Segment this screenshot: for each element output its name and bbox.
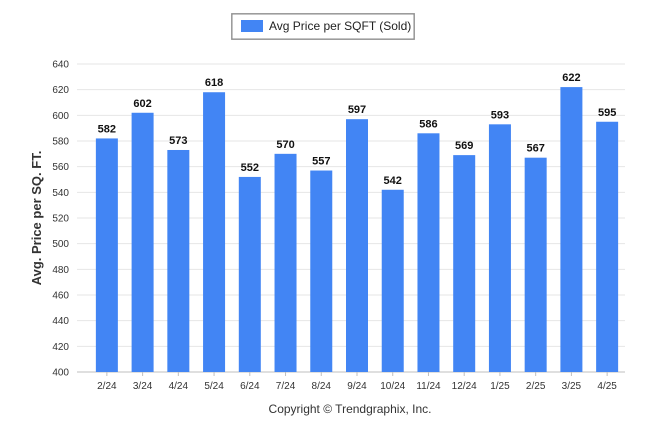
data-label: 593 [491, 109, 509, 121]
x-tick-label: 12/24 [452, 381, 477, 392]
data-label: 567 [526, 143, 544, 155]
legend-swatch [241, 20, 263, 32]
legend-label: Avg Price per SQFT (Sold) [269, 19, 411, 33]
y-tick-label: 640 [52, 60, 69, 71]
y-tick-label: 420 [52, 342, 69, 353]
bar [95, 138, 118, 372]
x-tick-label: 3/25 [562, 381, 582, 392]
data-labels: 582 602 573 618 552 570 557 597 542 586 569 593 567 6… [98, 72, 617, 187]
bar [596, 121, 619, 372]
x-tick-label: 5/24 [204, 381, 224, 392]
bar [417, 133, 440, 372]
y-tick-label: 500 [52, 239, 69, 250]
x-tick-label: 2/25 [526, 381, 546, 392]
data-label: 570 [276, 139, 294, 151]
bar [203, 92, 226, 372]
copyright-text: Copyright © Trendgraphix, Inc. [269, 402, 432, 416]
x-tick-label: 1/25 [490, 381, 510, 392]
x-tick-label: 11/24 [416, 381, 441, 392]
y-tick-label: 540 [52, 188, 69, 199]
y-axis-label: Avg. Price per SQ. FT. [29, 151, 44, 286]
data-label: 622 [562, 72, 580, 84]
x-tick-label: 7/24 [276, 381, 296, 392]
y-tick-label: 560 [52, 162, 69, 173]
x-tick-label: 10/24 [380, 381, 405, 392]
x-tick-label: 3/24 [133, 381, 153, 392]
y-tick-label: 580 [52, 137, 69, 148]
data-label: 597 [348, 104, 366, 116]
x-tick-label: 2/24 [97, 381, 117, 392]
data-label: 573 [169, 135, 187, 147]
bar [488, 124, 511, 372]
bar [560, 87, 583, 372]
data-label: 542 [384, 175, 402, 187]
data-label: 582 [98, 123, 116, 135]
y-tick-label: 460 [52, 291, 69, 302]
bar [346, 119, 368, 372]
x-tick-label: 9/24 [347, 381, 367, 392]
data-label: 602 [133, 98, 151, 110]
data-label: 595 [598, 107, 616, 119]
bar [274, 153, 297, 372]
x-tick-label: 4/25 [597, 381, 617, 392]
x-tick-label: 4/24 [169, 381, 189, 392]
data-label: 586 [419, 118, 437, 130]
y-tick-label: 400 [52, 368, 69, 379]
data-label: 557 [312, 156, 330, 168]
bar [524, 157, 547, 372]
y-tick-label: 480 [52, 265, 69, 276]
y-tick-label: 620 [52, 85, 69, 96]
legend: Avg Price per SQFT (Sold) [231, 13, 415, 40]
x-axis: 2/24 3/24 4/24 5/24 6/24 7/24 8/24 9/24 10/24 11/… [97, 372, 617, 392]
x-tick-label: 8/24 [312, 381, 332, 392]
y-axis: 400 420 440 460 480 500 520 540 560 580 600 620 640 [52, 60, 69, 379]
bar [381, 189, 404, 372]
x-tick-label: 6/24 [240, 381, 260, 392]
y-tick-label: 520 [52, 214, 69, 225]
data-label: 569 [455, 140, 473, 152]
y-tick-label: 440 [52, 316, 69, 327]
bar [453, 155, 476, 372]
bar [167, 149, 190, 372]
data-label: 618 [205, 77, 223, 89]
bars [95, 87, 619, 373]
data-label: 552 [241, 162, 259, 174]
bar [238, 176, 261, 372]
bar [310, 170, 333, 372]
y-tick-label: 600 [52, 111, 69, 122]
bar [131, 112, 154, 373]
